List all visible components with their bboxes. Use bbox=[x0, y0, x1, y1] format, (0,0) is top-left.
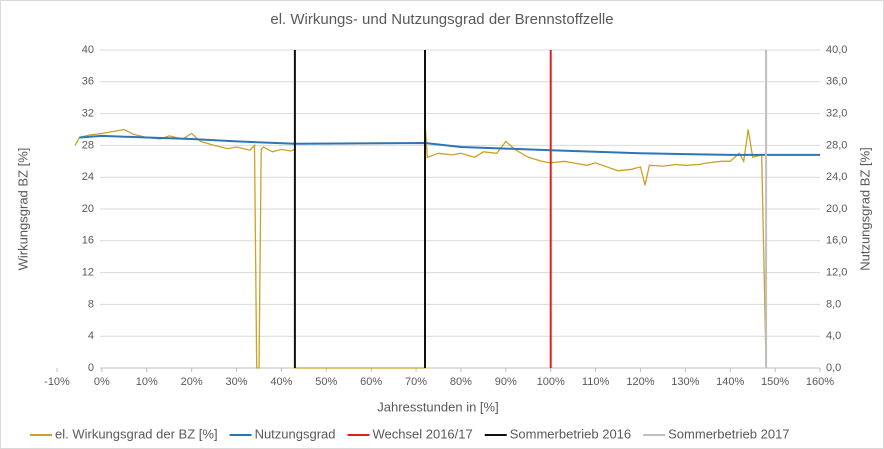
x-tick-label: 140% bbox=[716, 376, 744, 388]
chart-title: el. Wirkungs- und Nutzungsgrad der Brenn… bbox=[270, 11, 613, 28]
x-tick-label: 50% bbox=[315, 376, 337, 388]
y2-axis-title: Nutzungsgrad BZ [%] bbox=[857, 147, 872, 271]
series-line bbox=[79, 134, 820, 156]
y2-tick-label: 40,0 bbox=[826, 44, 847, 56]
y2-tick-label: 20,0 bbox=[826, 203, 847, 215]
x-tick-label: 0% bbox=[94, 376, 110, 388]
series-line bbox=[74, 121, 767, 369]
x-tick-label: 40% bbox=[270, 376, 292, 388]
x-tick-label: 10% bbox=[136, 376, 158, 388]
x-tick-label: 120% bbox=[626, 376, 654, 388]
y2-tick-label: 32,0 bbox=[826, 108, 847, 120]
y2-tick-label: 12,0 bbox=[826, 267, 847, 279]
x-axis-title: Jahresstunden in [%] bbox=[377, 399, 498, 414]
y2-tick-label: 0,0 bbox=[826, 362, 841, 374]
y-tick-label: 12 bbox=[82, 267, 94, 279]
y-tick-label: 32 bbox=[82, 108, 94, 120]
y-tick-label: 28 bbox=[82, 139, 94, 151]
y2-tick-label: 24,0 bbox=[826, 171, 847, 183]
x-tick-label: 110% bbox=[582, 376, 610, 388]
legend-label: el. Wirkungsgrad der BZ [%] bbox=[55, 426, 218, 441]
y-tick-label: 36 bbox=[82, 76, 94, 88]
y-axis-title: Wirkungsgrad BZ [%] bbox=[15, 148, 30, 271]
x-tick-label: 150% bbox=[761, 376, 789, 388]
y2-tick-label: 16,0 bbox=[826, 235, 847, 247]
y-tick-label: 8 bbox=[88, 298, 94, 310]
y-tick-label: 0 bbox=[88, 362, 94, 374]
x-tick-label: 100% bbox=[537, 376, 565, 388]
y2-tick-label: 28,0 bbox=[826, 139, 847, 151]
y2-tick-label: 8,0 bbox=[826, 298, 841, 310]
x-tick-label: 70% bbox=[405, 376, 427, 388]
y-tick-label: 20 bbox=[82, 203, 94, 215]
y2-tick-label: 36,0 bbox=[826, 76, 847, 88]
y-tick-label: 40 bbox=[82, 44, 94, 56]
x-tick-label: 160% bbox=[806, 376, 834, 388]
legend-label: Wechsel 2016/17 bbox=[373, 426, 473, 441]
y2-tick-label: 4,0 bbox=[826, 330, 841, 342]
x-tick-label: -10% bbox=[44, 376, 70, 388]
series-line bbox=[293, 50, 426, 368]
y-tick-label: 24 bbox=[82, 171, 94, 183]
legend-label: Sommerbetrieb 2017 bbox=[668, 426, 789, 441]
x-tick-label: 60% bbox=[360, 376, 382, 388]
legend-label: Nutzungsgrad bbox=[255, 426, 336, 441]
x-tick-label: 80% bbox=[450, 376, 472, 388]
x-tick-label: 90% bbox=[495, 376, 517, 388]
x-tick-label: 130% bbox=[671, 376, 699, 388]
y-tick-label: 4 bbox=[88, 330, 94, 342]
x-tick-label: 20% bbox=[181, 376, 203, 388]
legend-label: Sommerbetrieb 2016 bbox=[510, 426, 631, 441]
x-tick-label: 30% bbox=[226, 376, 248, 388]
y-tick-label: 16 bbox=[82, 235, 94, 247]
